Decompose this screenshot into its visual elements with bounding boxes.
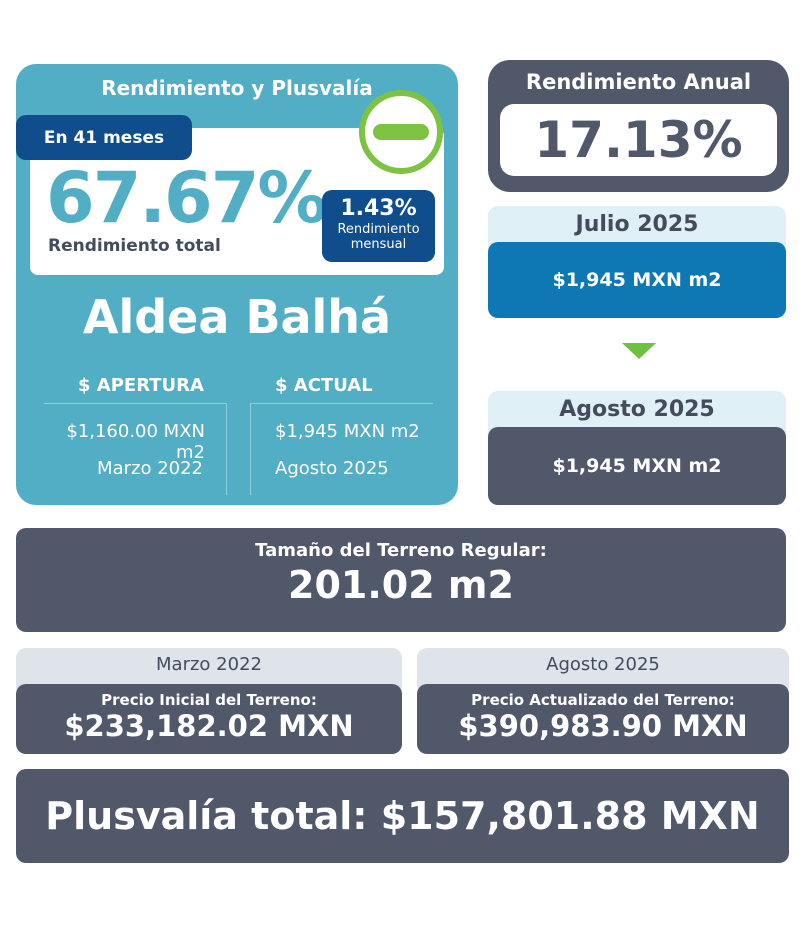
lot-size-label: Tamaño del Terreno Regular: xyxy=(255,540,547,561)
monthly-yield-label-1: Rendimiento xyxy=(337,222,420,237)
months-badge: En 41 meses xyxy=(16,115,192,160)
updated-price-label: Precio Actualizado del Terreno: xyxy=(471,691,735,709)
updated-price-card: Precio Actualizado del Terreno: $390,983… xyxy=(417,684,789,754)
project-name: Aldea Balhá xyxy=(82,290,392,344)
total-gain: Plusvalía total: $157,801.88 MXN xyxy=(16,769,789,863)
current-date: Agosto 2025 xyxy=(275,458,389,479)
august-price: $1,945 MXN m2 xyxy=(488,427,786,505)
annual-yield-value: 17.13% xyxy=(500,104,777,176)
opening-divider xyxy=(44,403,226,404)
initial-price-value: $233,182.02 MXN xyxy=(64,709,354,743)
opening-date: Marzo 2022 xyxy=(97,458,203,479)
opening-price: $1,160.00 MXN m2 xyxy=(66,421,205,463)
current-header: $ ACTUAL xyxy=(275,375,373,396)
current-vline xyxy=(250,403,251,495)
minus-circle-icon xyxy=(359,90,443,174)
opening-header: $ APERTURA xyxy=(78,375,204,396)
total-yield-label: Rendimiento total xyxy=(48,236,221,256)
current-price: $1,945 MXN m2 xyxy=(275,421,420,442)
monthly-yield-label-2: mensual xyxy=(350,237,407,252)
monthly-yield-badge: 1.43% Rendimiento mensual xyxy=(322,190,435,262)
current-divider xyxy=(250,403,433,404)
initial-price-label: Precio Inicial del Terreno: xyxy=(101,691,317,709)
opening-vline xyxy=(226,403,227,495)
monthly-yield-value: 1.43% xyxy=(340,196,417,221)
total-yield-value: 67.67% xyxy=(46,157,328,239)
july-price: $1,945 MXN m2 xyxy=(488,242,786,318)
lot-size-value: 201.02 m2 xyxy=(288,563,514,607)
lot-size-card: Tamaño del Terreno Regular: 201.02 m2 xyxy=(16,528,786,632)
triangle-down-icon xyxy=(622,343,656,359)
annual-yield-title: Rendimiento Anual xyxy=(525,70,752,94)
initial-price-card: Precio Inicial del Terreno: $233,182.02 … xyxy=(16,684,402,754)
summary-title: Rendimiento y Plusvalía xyxy=(101,76,373,100)
minus-bar xyxy=(373,124,429,140)
updated-price-value: $390,983.90 MXN xyxy=(458,709,748,743)
